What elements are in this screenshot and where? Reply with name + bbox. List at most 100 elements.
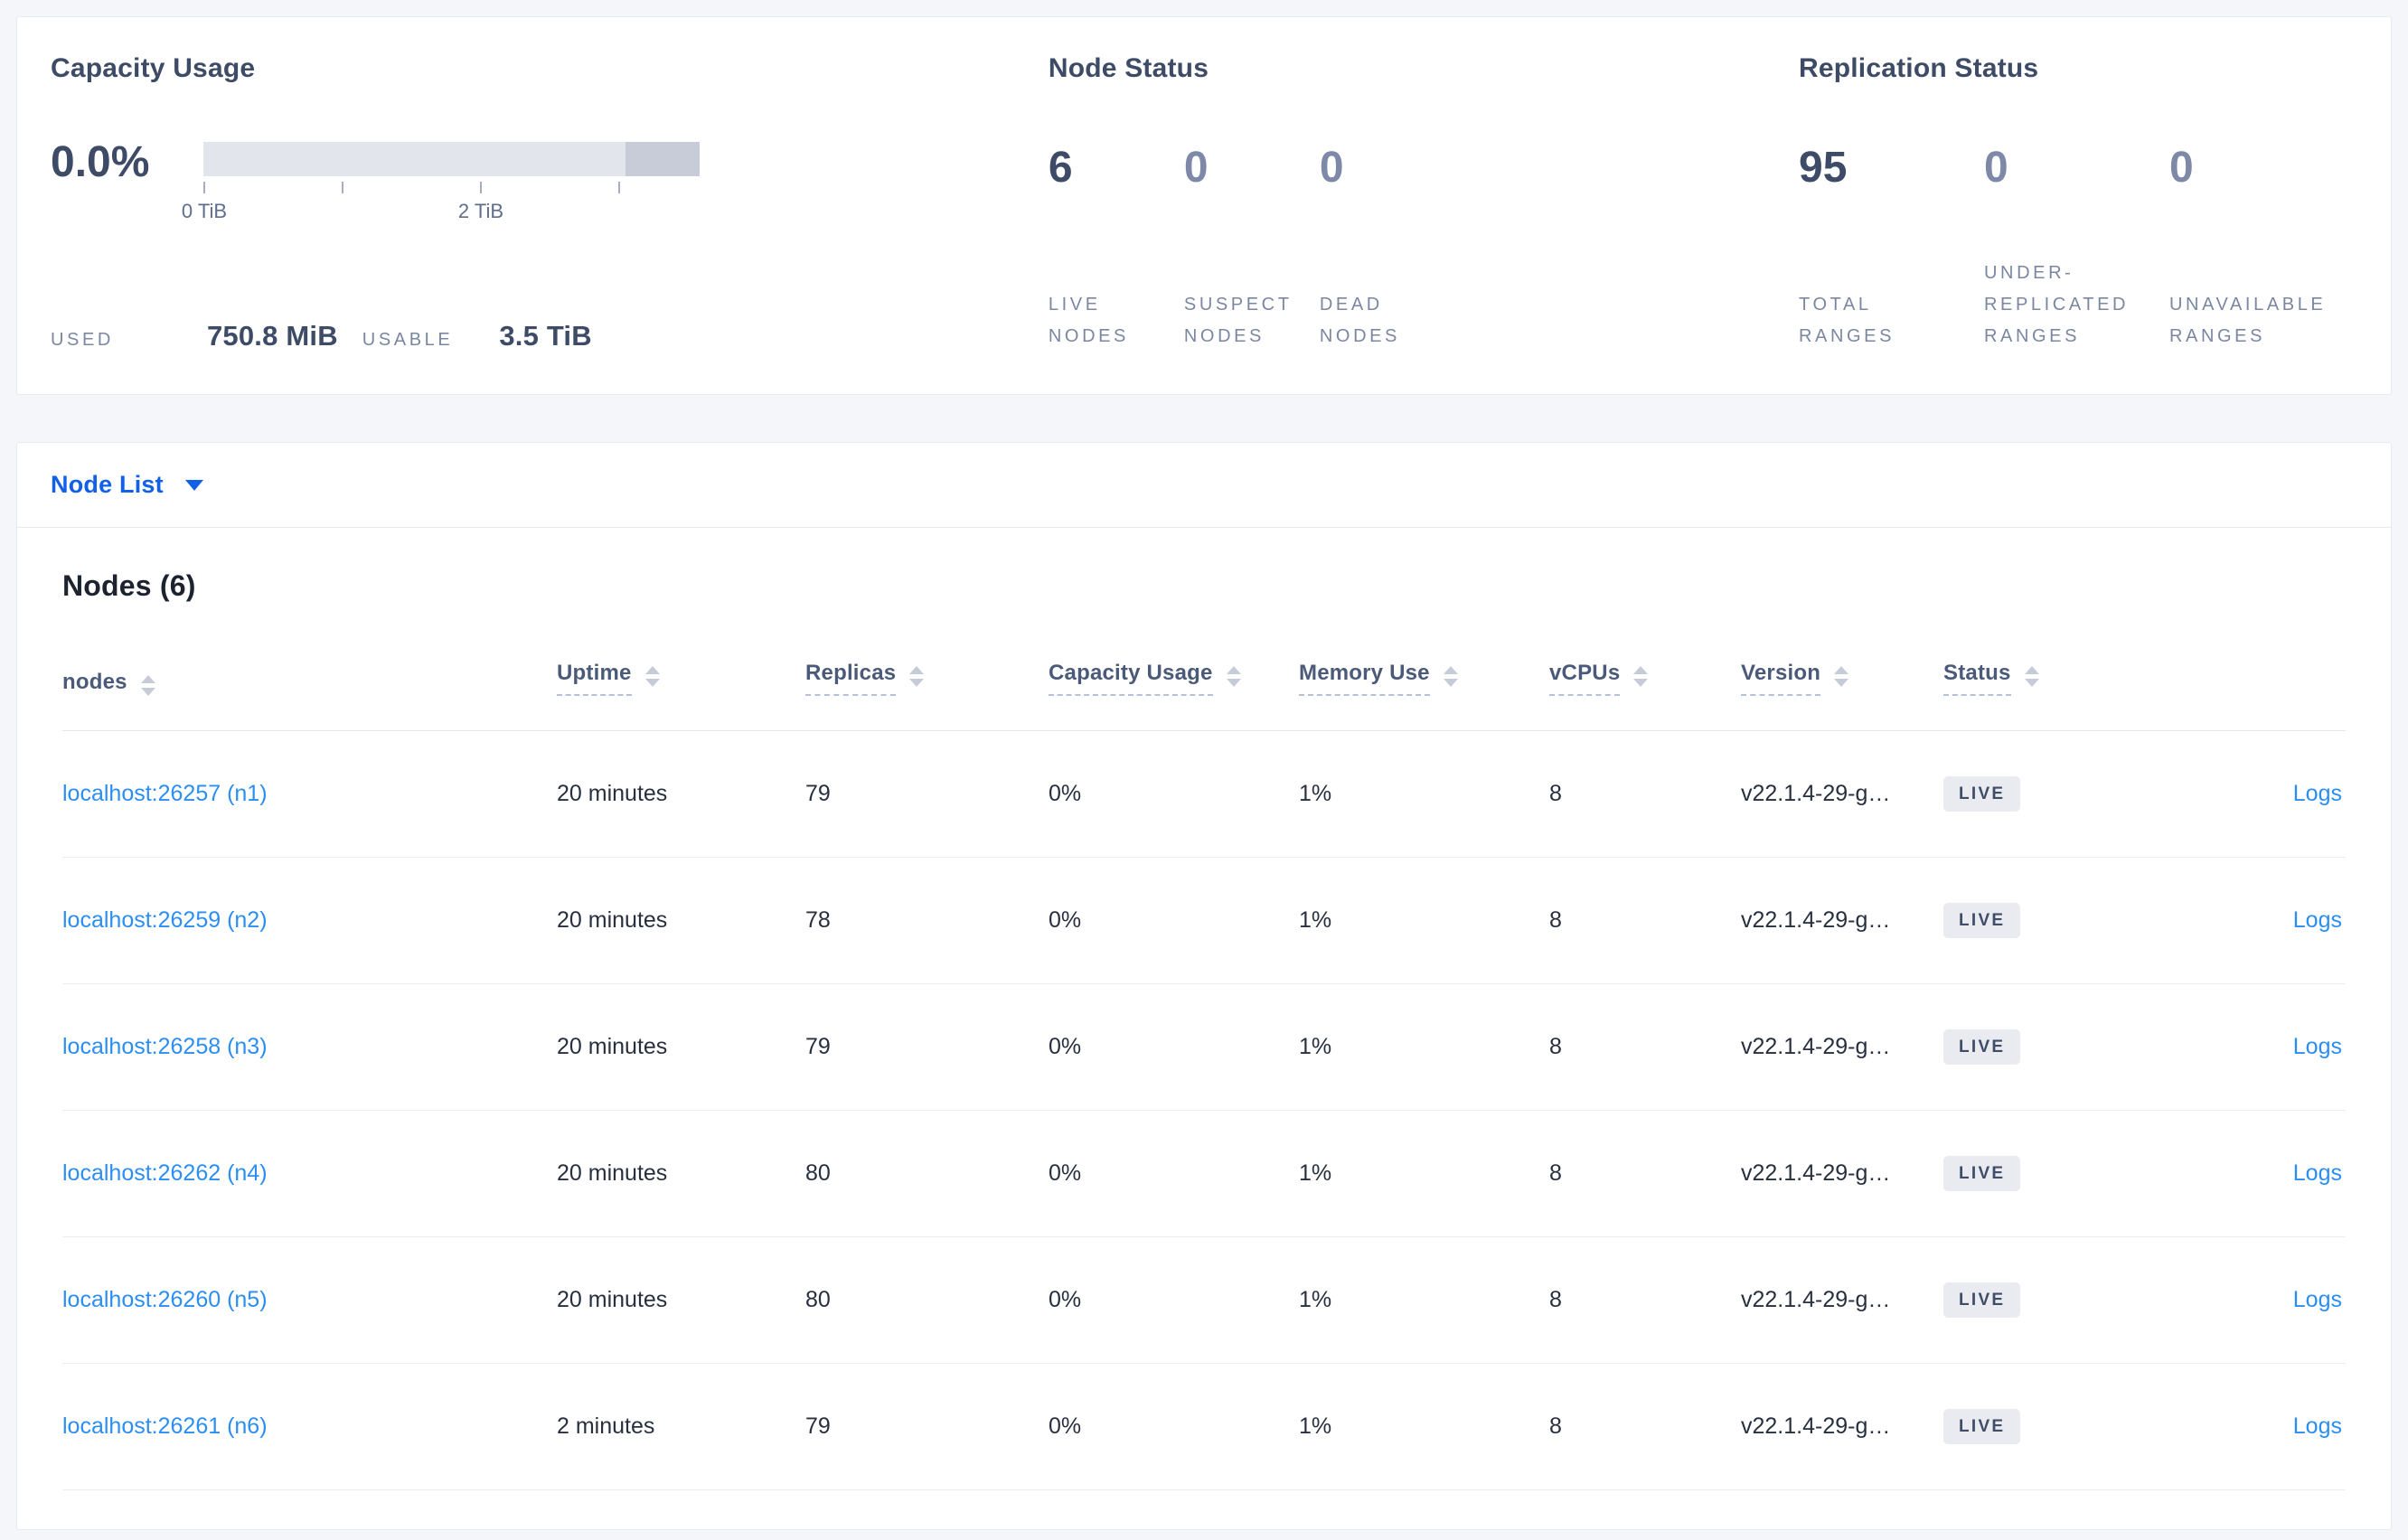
uptime-cell: 20 minutes: [557, 857, 805, 984]
vcpus-cell: 8: [1549, 983, 1741, 1111]
dead-nodes-label: DEAD NODES: [1319, 295, 1400, 346]
version-cell: v22.1.4-29-g…: [1741, 1236, 1943, 1364]
node-list-dropdown-bar: Node List: [17, 443, 2391, 528]
node-link[interactable]: localhost:26262 (n4): [62, 1160, 268, 1186]
under-replicated-ranges-value: 0: [1984, 144, 2008, 192]
column-header-label: Version: [1741, 661, 1821, 696]
node-link[interactable]: localhost:26258 (n3): [62, 1034, 268, 1059]
column-header-uptime[interactable]: Uptime: [557, 603, 805, 731]
capacity-usage-cell: 0%: [1049, 1110, 1299, 1237]
replication-status-title: Replication Status: [1799, 53, 2039, 83]
column-header-vcpus[interactable]: vCPUs: [1549, 603, 1741, 731]
replicas-cell: 78: [805, 857, 1049, 984]
suspect-nodes-value: 0: [1183, 144, 1209, 192]
sort-icon: [2024, 666, 2039, 687]
status-badge: LIVE: [1943, 1156, 2021, 1191]
uptime-cell: 20 minutes: [557, 1110, 805, 1237]
replicas-cell: 79: [805, 983, 1049, 1111]
usable-value: 3.5 TiB: [499, 320, 592, 352]
capacity-usage-title: Capacity Usage: [51, 53, 256, 83]
column-header-label: Replicas: [805, 661, 897, 696]
chevron-down-icon: [184, 479, 203, 491]
memory-use-cell: 1%: [1299, 1363, 1549, 1490]
column-header-label: nodes: [62, 670, 127, 694]
sort-icon: [1443, 666, 1458, 687]
capacity-usage-section: Capacity Usage 0.0% 0 TiB: [51, 53, 1049, 352]
node-link[interactable]: localhost:26260 (n5): [62, 1287, 268, 1312]
table-row: localhost:26259 (n2) 20 minutes 78 0% 1% 8 v22…: [62, 857, 2346, 984]
logs-link[interactable]: Logs: [2292, 1413, 2342, 1439]
column-header-label: vCPUs: [1549, 661, 1621, 696]
nodes-table: nodes Uptime Replicas Capacity Usage Memory …: [62, 603, 2346, 1490]
memory-use-cell: 1%: [1299, 1236, 1549, 1364]
capacity-gauge: 0 TiB 2 TiB: [182, 142, 700, 225]
live-nodes-value: 6: [1048, 144, 1073, 192]
used-label: USED: [51, 330, 114, 350]
status-badge: LIVE: [1943, 1029, 2021, 1065]
suspect-nodes-stat: 0 SUSPECT NODES: [1184, 142, 1320, 352]
uptime-cell: 2 minutes: [557, 1363, 805, 1490]
total-ranges-stat: 95 TOTAL RANGES: [1799, 142, 1984, 352]
uptime-cell: 20 minutes: [557, 730, 805, 858]
vcpus-cell: 8: [1549, 1363, 1741, 1490]
column-header-nodes[interactable]: nodes: [62, 603, 557, 731]
version-cell: v22.1.4-29-g…: [1741, 1363, 1943, 1490]
replication-status-section: Replication Status 95 TOTAL RANGES 0 UND…: [1799, 53, 2355, 352]
version-cell: v22.1.4-29-g…: [1741, 730, 1943, 858]
axis-label-0tib: 0 TiB: [181, 200, 228, 222]
logs-link[interactable]: Logs: [2292, 1160, 2342, 1186]
nodes-table-header-row: nodes Uptime Replicas Capacity Usage Memory …: [62, 603, 2346, 731]
suspect-nodes-label: SUSPECT NODES: [1183, 295, 1293, 346]
column-header-replicas[interactable]: Replicas: [805, 603, 1049, 731]
logs-link[interactable]: Logs: [2292, 781, 2342, 806]
node-link[interactable]: localhost:26261 (n6): [62, 1413, 268, 1439]
column-header-capacity-usage[interactable]: Capacity Usage: [1049, 603, 1299, 731]
column-header-memory-use[interactable]: Memory Use: [1299, 603, 1549, 731]
under-replicated-ranges-stat: 0 UNDER- REPLICATED RANGES: [1984, 142, 2169, 352]
version-cell: v22.1.4-29-g…: [1741, 983, 1943, 1111]
replicas-cell: 79: [805, 1363, 1049, 1490]
cluster-summary-card: Capacity Usage 0.0% 0 TiB: [16, 16, 2392, 395]
logs-link[interactable]: Logs: [2292, 907, 2342, 933]
usable-label: USABLE: [362, 330, 454, 350]
unavailable-ranges-stat: 0 UNAVAILABLE RANGES: [2169, 142, 2355, 352]
status-badge: LIVE: [1943, 903, 2021, 938]
column-header-label: Status: [1943, 661, 2011, 696]
memory-use-cell: 1%: [1299, 1110, 1549, 1237]
vcpus-cell: 8: [1549, 857, 1741, 984]
memory-use-cell: 1%: [1299, 857, 1549, 984]
replicas-cell: 80: [805, 1110, 1049, 1237]
node-link[interactable]: localhost:26259 (n2): [62, 907, 268, 933]
column-header-label: Uptime: [557, 661, 632, 696]
version-cell: v22.1.4-29-g…: [1741, 857, 1943, 984]
capacity-usage-cell: 0%: [1049, 857, 1299, 984]
logs-link[interactable]: Logs: [2292, 1287, 2342, 1312]
nodes-table-title: Nodes (6): [62, 569, 196, 602]
node-list-dropdown-label: Node List: [51, 471, 164, 498]
table-row: localhost:26260 (n5) 20 minutes 80 0% 1% 8 v22…: [62, 1236, 2346, 1364]
capacity-percent-value: 0.0%: [51, 138, 150, 186]
table-row: localhost:26258 (n3) 20 minutes 79 0% 1% 8 v22…: [62, 983, 2346, 1111]
column-header-version[interactable]: Version: [1741, 603, 1943, 731]
capacity-usage-cell: 0%: [1049, 1363, 1299, 1490]
capacity-usage-cell: 0%: [1049, 983, 1299, 1111]
dead-nodes-value: 0: [1319, 144, 1344, 192]
nodes-table-body: localhost:26257 (n1) 20 minutes 79 0% 1% 8 v22…: [62, 730, 2346, 1490]
axis-label-2tib: 2 TiB: [457, 200, 504, 222]
sort-icon: [1226, 666, 1241, 687]
capacity-usage-cell: 0%: [1049, 730, 1299, 858]
nodes-table-section: Nodes (6) nodes Uptime Replicas Capacity Us…: [17, 528, 2391, 1526]
vcpus-cell: 8: [1549, 1110, 1741, 1237]
vcpus-cell: 8: [1549, 1236, 1741, 1364]
sort-icon: [1633, 666, 1649, 687]
status-badge: LIVE: [1943, 1282, 2021, 1318]
status-badge: LIVE: [1943, 1409, 2021, 1444]
dead-nodes-stat: 0 DEAD NODES: [1320, 142, 1455, 352]
node-list-dropdown[interactable]: Node List: [51, 471, 203, 499]
logs-link[interactable]: Logs: [2292, 1034, 2342, 1059]
capacity-bar-track: [203, 142, 700, 176]
unavailable-ranges-label: UNAVAILABLE RANGES: [2169, 295, 2327, 346]
node-link[interactable]: localhost:26257 (n1): [62, 781, 268, 806]
column-header-status[interactable]: Status: [1943, 603, 2125, 731]
node-status-section: Node Status 6 LIVE NODES 0 SUSPECT NODES…: [1049, 53, 1799, 352]
